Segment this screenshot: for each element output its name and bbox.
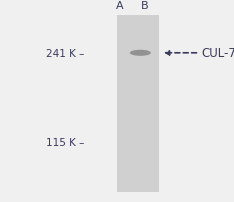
Ellipse shape	[130, 50, 151, 57]
Text: CUL-7: CUL-7	[201, 47, 234, 60]
Text: 115 K –: 115 K –	[46, 137, 84, 147]
Text: 241 K –: 241 K –	[46, 48, 84, 59]
Bar	[117, 16, 159, 192]
Text: A: A	[116, 1, 123, 11]
Text: B: B	[141, 1, 149, 11]
